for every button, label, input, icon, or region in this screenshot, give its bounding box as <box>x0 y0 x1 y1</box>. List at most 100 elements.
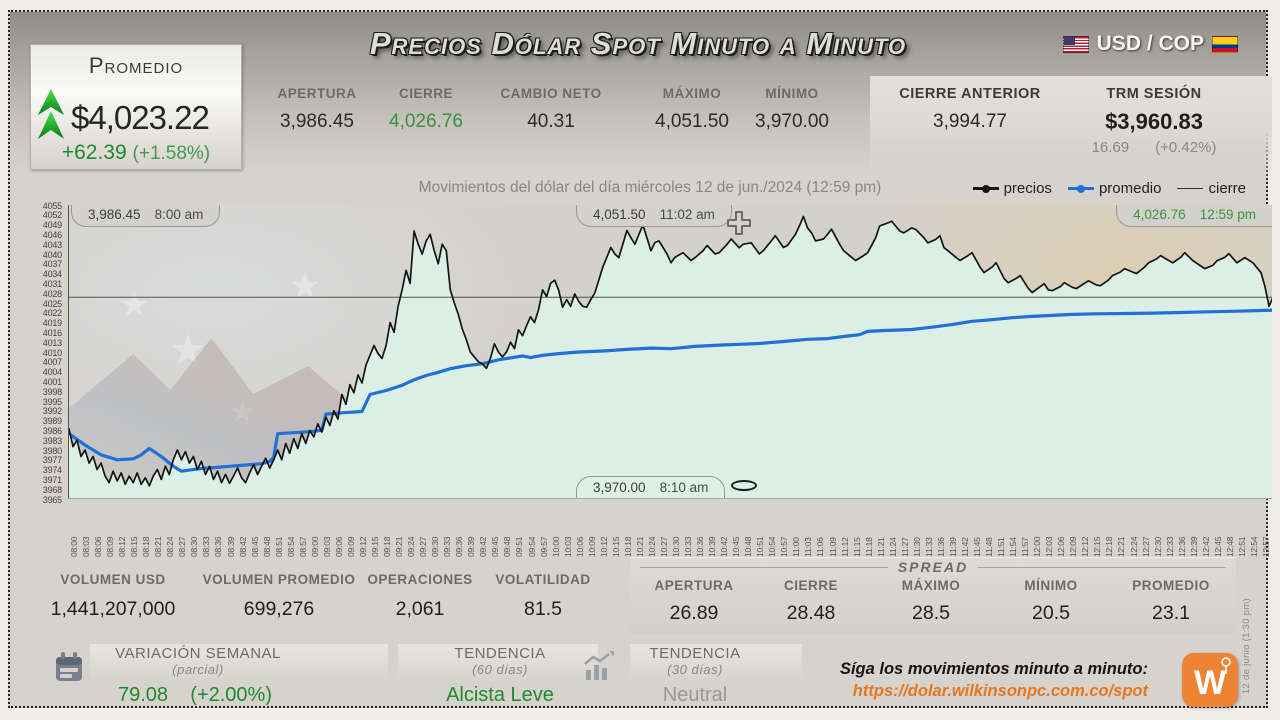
legend-cierre: cierre <box>1177 180 1246 197</box>
x-tick: 09:48 <box>502 536 513 557</box>
y-tick: 4034 <box>42 269 62 280</box>
x-tick: 11:09 <box>827 537 838 557</box>
x-tick: 09:18 <box>382 536 393 557</box>
variacion-label: VARIACIÓN SEMANAL (parcial) <box>115 645 281 677</box>
y-tick: 4022 <box>42 308 62 319</box>
x-tick: 09:00 <box>309 536 320 557</box>
page-title: Precios Dólar Spot Minuto a Minuto <box>369 26 907 61</box>
x-tick: 11:54 <box>1008 537 1019 557</box>
x-tick: 10:51 <box>755 536 766 557</box>
logo-lock-icon <box>1221 657 1231 674</box>
y-tick: 3974 <box>42 465 62 476</box>
x-tick: 08:15 <box>129 536 140 557</box>
x-tick: 09:36 <box>454 536 465 557</box>
x-tick: 09:06 <box>333 536 344 557</box>
price-chart[interactable] <box>69 205 1272 499</box>
x-tick: 11:03 <box>803 537 814 557</box>
volumen-promedio: VOLUMEN PROMEDIO 699,276 <box>202 572 356 620</box>
x-tick: 10:15 <box>610 536 621 557</box>
x-tick: 12:27 <box>1140 536 1151 557</box>
promedio-panel: Promedio $4,023.22 +62.39 (+1.58%) <box>30 44 242 170</box>
variacion-value: 79.08 (+2.00%) <box>117 684 272 706</box>
x-tick: 10:12 <box>598 536 609 557</box>
x-tick: 09:57 <box>538 536 549 557</box>
x-tick: 10:45 <box>731 536 742 557</box>
y-tick: 4004 <box>42 367 62 378</box>
y-tick: 3995 <box>42 396 62 407</box>
x-tick: 12:48 <box>1224 536 1235 557</box>
x-tick: 11:24 <box>887 537 898 557</box>
y-tick: 3986 <box>42 425 62 436</box>
x-tick: 10:33 <box>683 536 694 557</box>
y-tick: 4001 <box>42 376 62 387</box>
y-tick: 4031 <box>42 278 62 289</box>
x-tick: 09:12 <box>357 536 368 557</box>
y-tick: 3983 <box>42 435 62 446</box>
x-tick: 10:00 <box>550 536 561 557</box>
y-tick: 3977 <box>42 455 62 466</box>
y-tick: 4037 <box>42 259 62 270</box>
x-tick: 10:18 <box>622 536 633 557</box>
spread-cierre: CIERRE 28.48 <box>783 578 838 624</box>
legend-promedio: promedio <box>1067 180 1161 197</box>
x-tick: 11:15 <box>851 537 862 557</box>
x-tick: 09:09 <box>345 536 356 557</box>
trm-change-pct: (+0.42%) <box>1155 139 1217 156</box>
x-tick: 11:18 <box>863 537 874 557</box>
y-tick: 3992 <box>42 406 62 417</box>
y-tick: 4016 <box>42 327 62 338</box>
tendencia60-bar <box>398 644 598 682</box>
x-tick: 12:42 <box>1200 536 1211 557</box>
x-tick: 11:30 <box>911 537 922 557</box>
x-tick: 08:48 <box>261 536 272 557</box>
x-tick: 09:21 <box>394 536 405 557</box>
price-chart-plot[interactable]: ★ ★ ★ ★ ★ ★ ★ ★ 3,986.45 8:00 am 4,051.5… <box>68 205 1272 499</box>
x-tick: 11:36 <box>935 537 946 557</box>
annotation-last: 4,026.76 12:59 pm <box>1116 205 1272 227</box>
x-tick: 10:48 <box>743 536 754 557</box>
x-tick: 09:30 <box>430 536 441 557</box>
x-tick: 11:48 <box>984 537 995 557</box>
chart-subtitle: Movimientos del dólar del día miércoles … <box>418 179 882 196</box>
tendencia-60-label: TENDENCIA (60 días) <box>454 645 546 677</box>
x-tick: 11:00 <box>791 537 802 557</box>
operaciones: OPERACIONES 2,061 <box>367 572 473 620</box>
x-tick: 08:36 <box>213 536 224 557</box>
x-tick: 12:36 <box>1176 536 1187 557</box>
crosshair-icon[interactable] <box>725 209 753 242</box>
promedio-label: Promedio <box>88 53 184 78</box>
footer-url[interactable]: https://dolar.wilkinsonpc.com.co/spot <box>852 682 1148 700</box>
x-tick: 08:09 <box>105 536 116 557</box>
y-tick: 4028 <box>42 288 62 299</box>
x-tick: 11:21 <box>875 537 886 557</box>
x-tick: 09:27 <box>418 536 429 557</box>
x-tick: 11:57 <box>1020 537 1031 557</box>
variacion-bar <box>90 644 388 682</box>
y-tick: 3968 <box>42 484 62 495</box>
stat-apertura: APERTURA 3,986.45 <box>277 86 357 132</box>
x-tick: 10:30 <box>671 536 681 557</box>
x-tick: 08:27 <box>177 536 188 557</box>
timestamp-note: 12 de junio (1:30 pm) <box>1241 597 1252 694</box>
x-tick: 10:42 <box>719 536 730 557</box>
x-tick: 12:54 <box>1248 536 1259 557</box>
wilkinsonpc-logo[interactable]: W <box>1182 653 1238 707</box>
annotation-low: 3,970.00 8:10 am <box>576 476 726 498</box>
x-tick: 09:33 <box>442 536 453 557</box>
x-tick: 12:03 <box>1044 536 1055 557</box>
x-tick: 10:09 <box>586 536 597 557</box>
low-point-marker <box>731 480 757 491</box>
x-tick: 10:27 <box>658 536 669 557</box>
x-tick: 11:33 <box>923 537 934 557</box>
x-tick: 08:45 <box>249 536 260 557</box>
x-tick: 12:06 <box>1056 536 1067 557</box>
x-tick: 11:51 <box>996 537 1007 557</box>
x-tick: 12:21 <box>1116 536 1127 557</box>
x-tick: 08:12 <box>117 536 128 557</box>
colombia-flag-icon <box>1212 35 1238 53</box>
x-tick: 09:03 <box>321 536 332 557</box>
x-tick: 10:36 <box>695 536 706 557</box>
footer-cta: Síga los movimientos minuto a minuto: ht… <box>840 660 1148 701</box>
x-tick: 11:06 <box>815 537 826 557</box>
